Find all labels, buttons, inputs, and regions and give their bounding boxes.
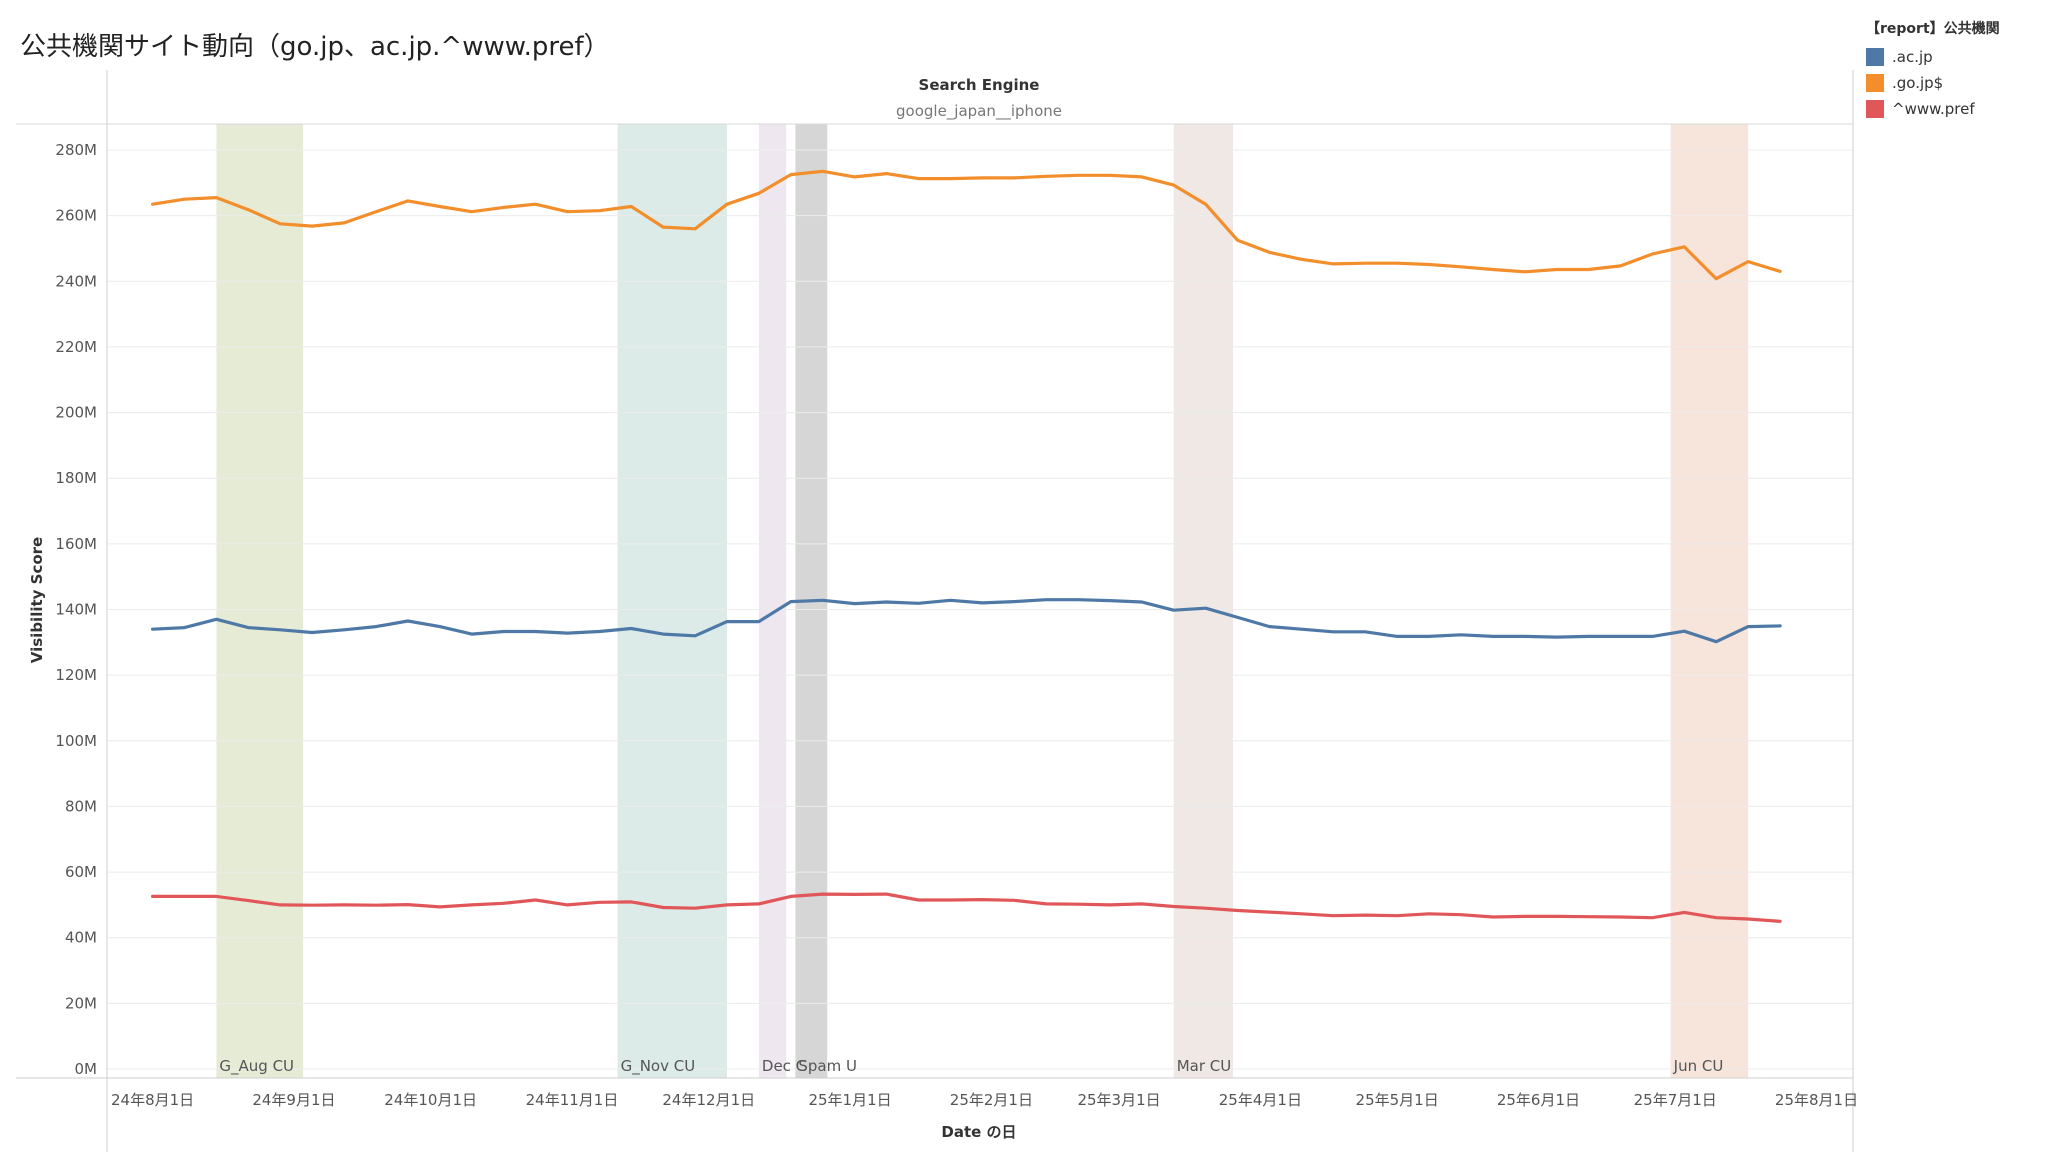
y-tick-label: 200M [55, 404, 97, 422]
band-0 [216, 124, 304, 1078]
band-1 [617, 124, 727, 1078]
x-tick-label: 25年1月1日 [808, 1091, 891, 1109]
band-label: Jun CU [1673, 1057, 1724, 1075]
band-2 [758, 124, 787, 1078]
x-tick-label: 25年4月1日 [1219, 1091, 1302, 1109]
legend-label: .go.jp$ [1892, 74, 1944, 92]
y-tick-label: 260M [55, 207, 97, 225]
legend-item-www-pref[interactable]: ^www.pref [1866, 96, 2000, 122]
band-label: G_Aug CU [219, 1057, 294, 1076]
y-tick-label: 80M [65, 797, 97, 815]
legend-item-go-jp[interactable]: .go.jp$ [1866, 70, 2000, 96]
y-tick-label: 100M [55, 732, 97, 750]
series-layer [151, 169, 1782, 923]
legend-label: ^www.pref [1892, 100, 1975, 118]
column-header-title: Search Engine [919, 76, 1040, 94]
y-tick-label: 120M [55, 666, 97, 684]
legend-swatch [1866, 48, 1884, 66]
y-tick-label: 180M [55, 469, 97, 487]
band-label: Spam U [798, 1057, 857, 1075]
x-tick-label: 24年12月1日 [662, 1091, 755, 1109]
x-axis-label: Date の日 [941, 1123, 1016, 1141]
y-tick-label: 20M [65, 994, 97, 1012]
legend-swatch [1866, 74, 1884, 92]
legend-swatch [1866, 100, 1884, 118]
axes-layer [16, 70, 1854, 1152]
legend-label: .ac.jp [1892, 48, 1933, 66]
y-tick-label: 280M [55, 141, 97, 159]
legend: 【report】公共機関 .ac.jp .go.jp$ ^www.pref [1866, 18, 2000, 122]
y-tick-label: 140M [55, 601, 97, 619]
y-axis-label: Visibility Score [28, 537, 46, 663]
x-tick-label: 25年6月1日 [1497, 1091, 1580, 1109]
x-tick-label: 24年11月1日 [526, 1091, 619, 1109]
y-tick-label: 0M [75, 1060, 98, 1078]
legend-title: 【report】公共機関 [1866, 21, 2000, 37]
grid-layer [107, 149, 1853, 1070]
x-tick-label: 25年8月1日 [1775, 1091, 1858, 1109]
x-tick-label: 25年7月1日 [1634, 1091, 1717, 1109]
y-tick-label: 240M [55, 272, 97, 290]
band-label: G_Nov CU [621, 1057, 696, 1076]
series-line-gojp [151, 169, 1782, 281]
legend-item-ac-jp[interactable]: .ac.jp [1866, 44, 2000, 70]
x-tick-label: 25年2月1日 [950, 1091, 1033, 1109]
x-tick-label: 25年3月1日 [1077, 1091, 1160, 1109]
x-tick-label: 24年9月1日 [252, 1091, 335, 1109]
y-tick-label: 40M [65, 929, 97, 947]
y-tick-label: 220M [55, 338, 97, 356]
band-label: Dec C [762, 1057, 806, 1075]
x-tick-label: 25年5月1日 [1356, 1091, 1439, 1109]
series-line-acjp [151, 598, 1782, 644]
band-label: Mar CU [1177, 1057, 1232, 1075]
series-line-wwwpref [151, 892, 1782, 923]
y-tick-label: 60M [65, 863, 97, 881]
page-title: 公共機関サイト動向（go.jp、ac.jp.^www.pref） [20, 32, 610, 62]
x-tick-label: 24年10月1日 [384, 1091, 477, 1109]
x-tick-label: 24年8月1日 [111, 1091, 194, 1109]
column-header-value: google_japan__iphone [896, 102, 1062, 121]
band-4 [1173, 124, 1234, 1078]
y-tick-label: 160M [55, 535, 97, 553]
bands-layer [216, 124, 1749, 1078]
